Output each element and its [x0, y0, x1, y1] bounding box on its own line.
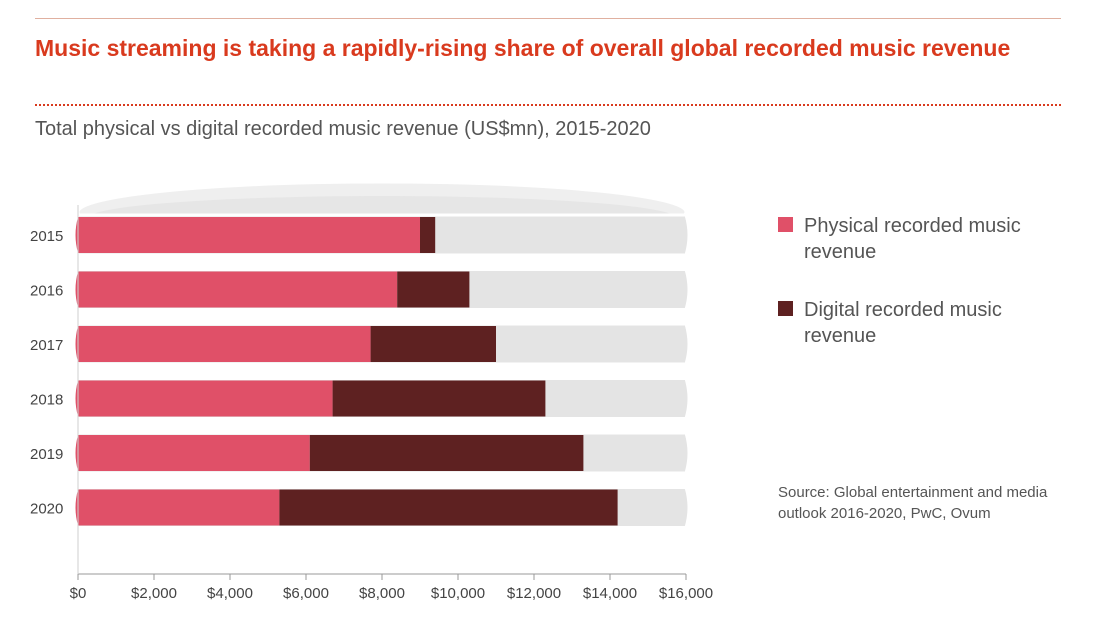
x-tick-label: $14,000	[583, 585, 637, 602]
bar-digital-2020	[279, 489, 618, 526]
legend-label-digital: Digital recorded music revenue	[804, 299, 1002, 347]
bar-digital-2016	[397, 271, 470, 308]
top-divider	[35, 18, 1061, 19]
x-tick-label: $0	[70, 585, 87, 602]
stacked-ring-bar-chart: 2015 2016 2017 2018 2019 2020 $0 $2,000 $4,000 $6…	[30, 180, 713, 602]
bar-physical-2016	[75, 271, 398, 308]
bar-physical-2017	[75, 326, 371, 362]
year-label-2020: 2020	[30, 501, 63, 518]
chart-row-2016: 2016	[30, 268, 691, 311]
x-tick-label: $16,000	[659, 585, 713, 602]
chart-row-2017: 2017	[30, 322, 691, 366]
bar-physical-2020	[75, 489, 280, 526]
year-label-2018: 2018	[30, 392, 63, 409]
x-tick-label: $8,000	[359, 585, 405, 602]
physical-swatch	[778, 217, 793, 232]
bar-digital-2017	[370, 326, 496, 362]
x-tick-label: $12,000	[507, 585, 561, 602]
year-label-2017: 2017	[30, 337, 63, 354]
bar-physical-2019	[75, 435, 310, 471]
x-tick-label: $2,000	[131, 585, 177, 602]
bar-digital-2019	[309, 435, 584, 471]
source-note: Source: Global entertainment and media o…	[778, 484, 1048, 522]
chart-row-2020: 2020	[30, 486, 691, 529]
legend-label-physical: Physical recorded music revenue	[804, 215, 1021, 263]
chart-row-2015: 2015	[30, 213, 691, 257]
digital-swatch	[778, 301, 793, 316]
chart-row-2019: 2019	[30, 431, 691, 475]
bar-physical-2015	[75, 217, 420, 253]
year-label-2016: 2016	[30, 283, 63, 300]
chart-row-2018: 2018	[30, 377, 691, 420]
year-label-2015: 2015	[30, 228, 63, 245]
bar-digital-2015	[420, 217, 436, 253]
x-tick-label: $4,000	[207, 585, 253, 602]
year-label-2019: 2019	[30, 446, 63, 463]
x-tick-label: $10,000	[431, 585, 485, 602]
bar-physical-2018	[75, 380, 333, 417]
bar-digital-2018	[332, 380, 546, 417]
page-title: Music streaming is taking a rapidly-risi…	[35, 35, 1011, 61]
title-divider	[35, 104, 1061, 106]
x-tick-label: $6,000	[283, 585, 329, 602]
chart-subtitle: Total physical vs digital recorded music…	[35, 118, 651, 140]
